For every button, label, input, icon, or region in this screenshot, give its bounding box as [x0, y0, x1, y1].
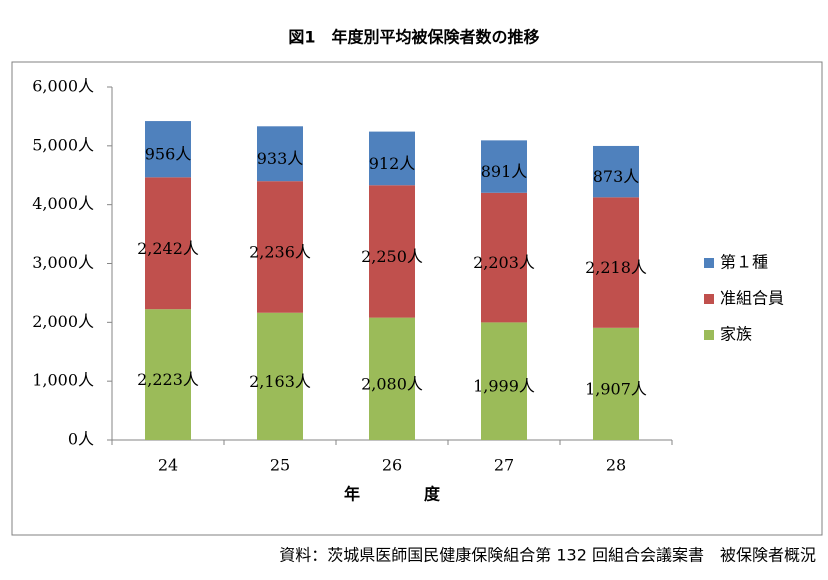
y-tick-label: 5,000人 — [32, 135, 94, 154]
legend-label: 第１種 — [720, 253, 768, 272]
data-label: 2,242人 — [137, 239, 199, 258]
bar-segment — [257, 181, 303, 313]
bar-segment — [145, 309, 191, 440]
legend-label: 准組合員 — [720, 289, 784, 308]
bar-segment — [257, 312, 303, 440]
legend-swatch — [704, 330, 714, 340]
data-label: 912人 — [369, 154, 416, 173]
data-label: 2,080人 — [361, 374, 423, 393]
data-label: 2,203人 — [473, 253, 535, 272]
legend-swatch — [704, 258, 714, 268]
data-label: 1,907人 — [585, 379, 647, 398]
data-label: 2,236人 — [249, 242, 311, 261]
bar-segment — [481, 192, 527, 323]
data-label: 1,999人 — [473, 377, 535, 396]
y-tick-label: 6,000人 — [32, 77, 94, 96]
bar-segment — [145, 121, 191, 178]
bar-segment — [593, 327, 639, 440]
legend-label: 家族 — [720, 325, 752, 344]
bar-segment — [369, 317, 415, 440]
y-tick-label: 0人 — [68, 430, 94, 449]
data-label: 2,250人 — [361, 247, 423, 266]
source-note: 資料：茨城県医師国民健康保険組合第 132 回組合会議案書 被保険者概況 — [279, 546, 816, 565]
x-tick-label: 28 — [606, 456, 626, 475]
y-tick-label: 4,000人 — [32, 194, 94, 213]
bar-segment — [593, 145, 639, 198]
chart-frame — [11, 61, 823, 536]
chart-title: 図1 年度別平均被保険者数の推移 — [288, 28, 539, 47]
bar-segment — [145, 177, 191, 310]
data-label: 956人 — [145, 145, 192, 164]
y-tick-label: 1,000人 — [32, 371, 94, 390]
x-tick-label: 24 — [158, 456, 178, 475]
data-label: 891人 — [481, 162, 528, 181]
data-label: 2,163人 — [249, 372, 311, 391]
y-tick-label: 2,000人 — [32, 312, 94, 331]
x-axis-label: 年 度 — [344, 485, 441, 504]
legend-swatch — [704, 294, 714, 304]
y-tick-label: 3,000人 — [32, 253, 94, 272]
data-label: 2,223人 — [137, 370, 199, 389]
bar-segment — [369, 185, 415, 318]
x-tick-label: 26 — [382, 456, 402, 475]
data-label: 2,218人 — [585, 258, 647, 277]
x-tick-label: 27 — [494, 456, 514, 475]
data-label: 933人 — [257, 149, 304, 168]
bar-segment — [257, 126, 303, 182]
bar-segment — [481, 140, 527, 193]
bar-segment — [369, 131, 415, 186]
data-label: 873人 — [593, 167, 640, 186]
bar-segment — [593, 197, 639, 328]
x-tick-label: 25 — [270, 456, 290, 475]
bar-segment — [481, 322, 527, 440]
